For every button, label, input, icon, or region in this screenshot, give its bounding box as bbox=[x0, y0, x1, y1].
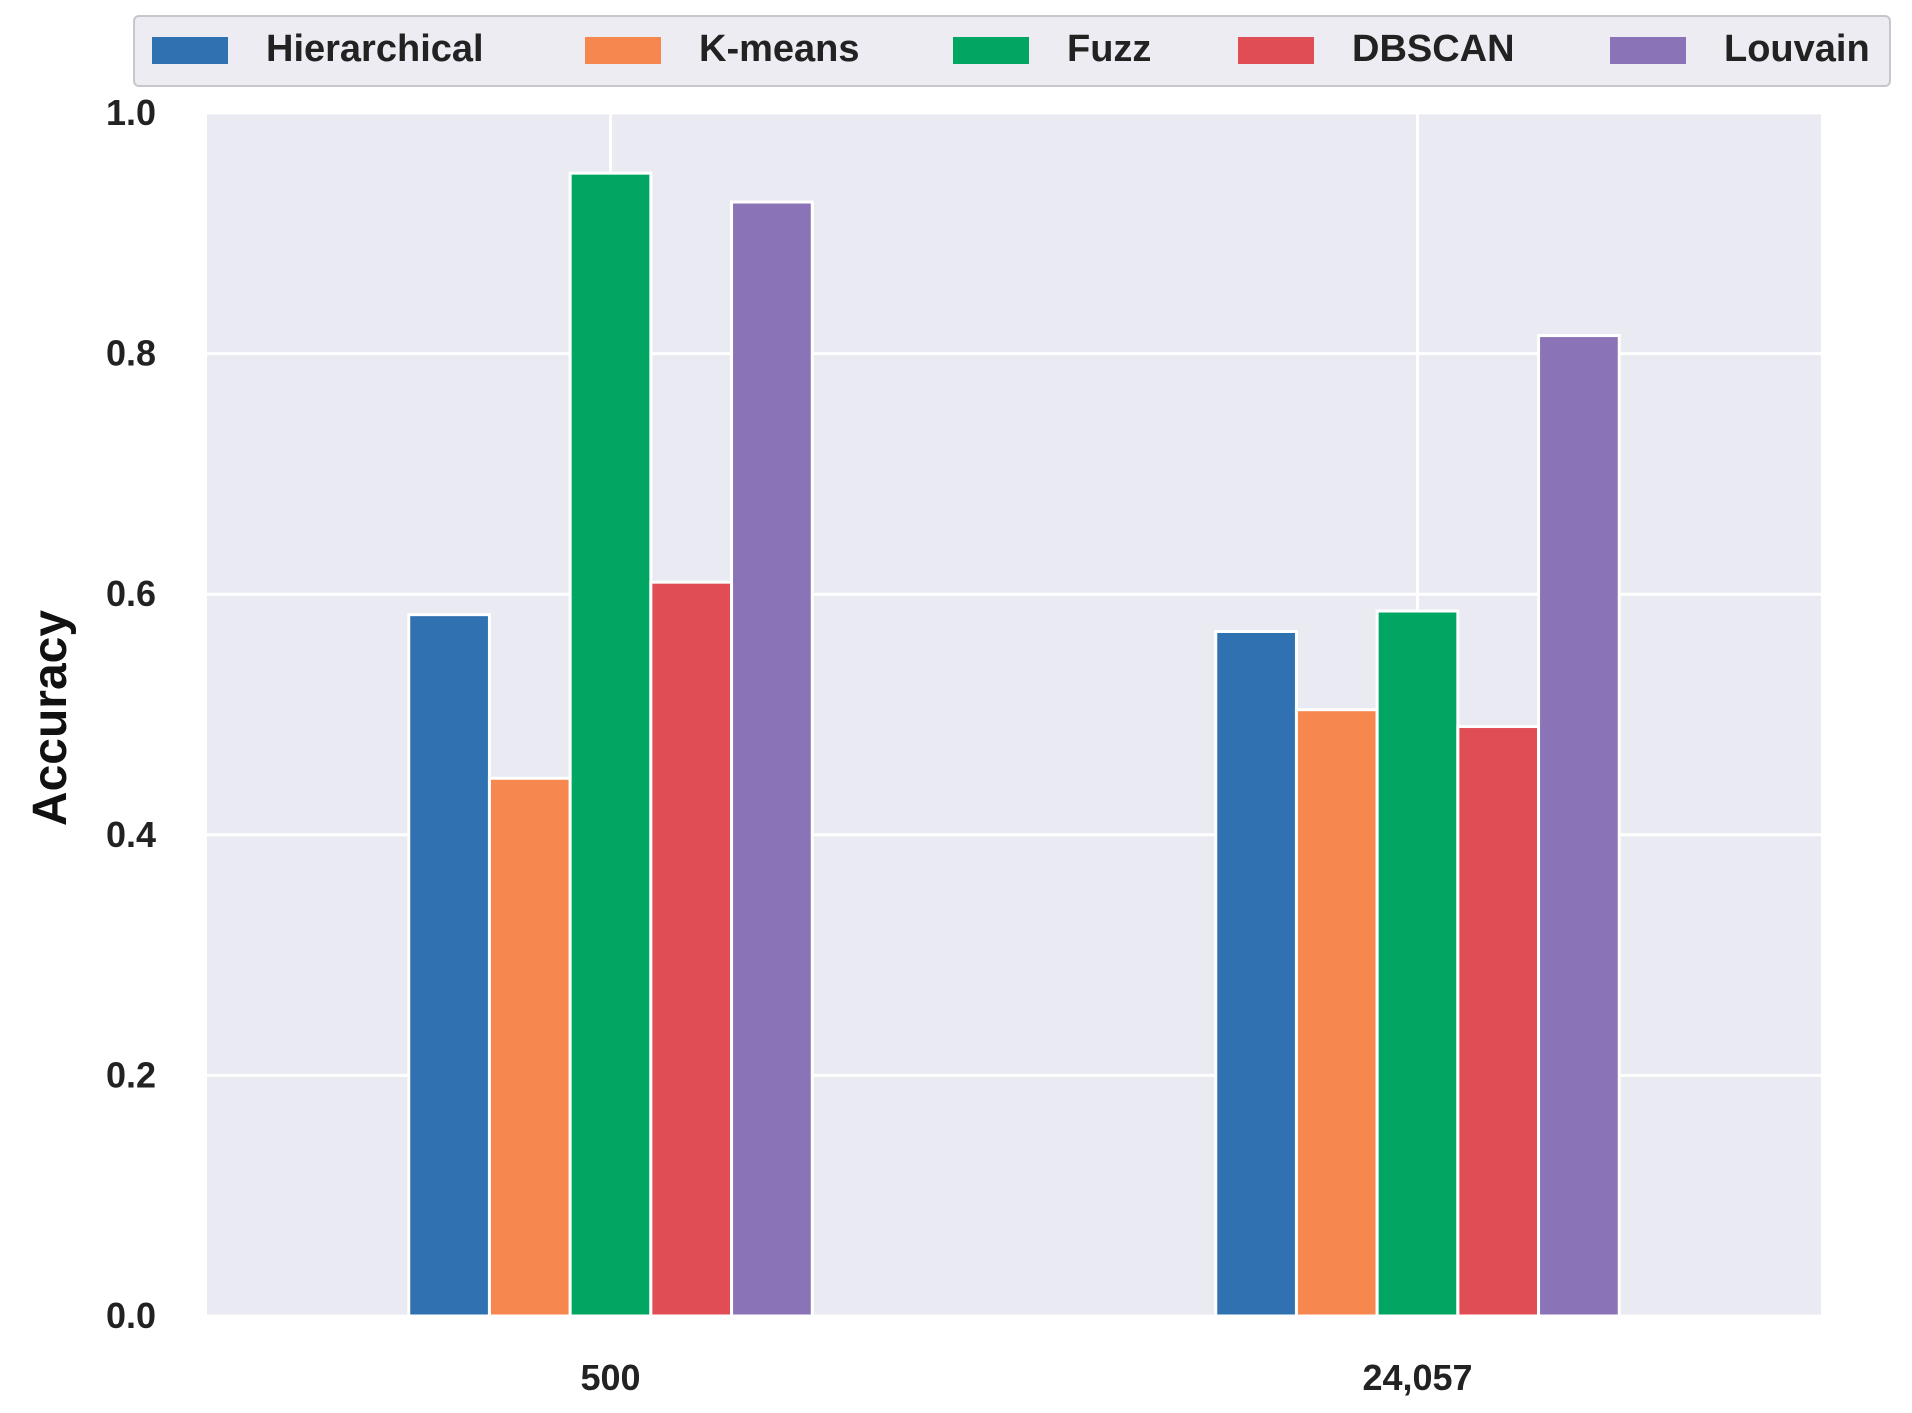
legend-swatch bbox=[953, 37, 1029, 64]
x-tick-label: 500 bbox=[580, 1357, 640, 1398]
legend-swatch bbox=[585, 37, 661, 64]
bar-louvain-0 bbox=[730, 200, 814, 1318]
bar-k-means-0 bbox=[487, 776, 572, 1318]
legend-swatch bbox=[1238, 37, 1314, 64]
legend-label: DBSCAN bbox=[1352, 28, 1515, 70]
y-tick-label: 0.0 bbox=[106, 1295, 156, 1336]
bar-dbscan-0 bbox=[649, 580, 734, 1318]
legend-label: K-means bbox=[699, 28, 860, 70]
bars bbox=[407, 171, 1621, 1318]
legend-swatch bbox=[152, 37, 228, 64]
bar-hierarchical-1 bbox=[1214, 629, 1298, 1318]
y-tick-label: 0.6 bbox=[106, 573, 156, 614]
y-axis-title: Accuracy bbox=[24, 610, 77, 826]
y-axis-ticks: 0.0 0.2 0.4 0.6 0.8 1.0 bbox=[106, 92, 156, 1336]
bar-louvain-1 bbox=[1537, 334, 1621, 1318]
legend: Hierarchical K-means Fuzz DBSCAN Louvain bbox=[133, 15, 1891, 87]
x-axis-ticks: 500 24,057 bbox=[580, 1357, 1472, 1398]
x-tick-label: 24,057 bbox=[1362, 1357, 1472, 1398]
legend-label: Hierarchical bbox=[266, 28, 484, 70]
y-tick-label: 0.8 bbox=[106, 333, 156, 374]
y-tick-label: 0.2 bbox=[106, 1054, 156, 1095]
legend-items: Hierarchical K-means Fuzz DBSCAN Louvain bbox=[152, 28, 1870, 70]
legend-label: Fuzz bbox=[1067, 28, 1151, 70]
bar-dbscan-1 bbox=[1456, 725, 1541, 1318]
y-tick-label: 0.4 bbox=[106, 814, 156, 855]
bar-hierarchical-0 bbox=[407, 613, 491, 1318]
legend-swatch bbox=[1610, 37, 1686, 64]
bar-k-means-1 bbox=[1294, 708, 1379, 1318]
bar-fuzz-1 bbox=[1375, 609, 1460, 1318]
bar-fuzz-0 bbox=[568, 171, 653, 1318]
legend-label: Louvain bbox=[1724, 28, 1870, 70]
y-tick-label: 1.0 bbox=[106, 92, 156, 133]
